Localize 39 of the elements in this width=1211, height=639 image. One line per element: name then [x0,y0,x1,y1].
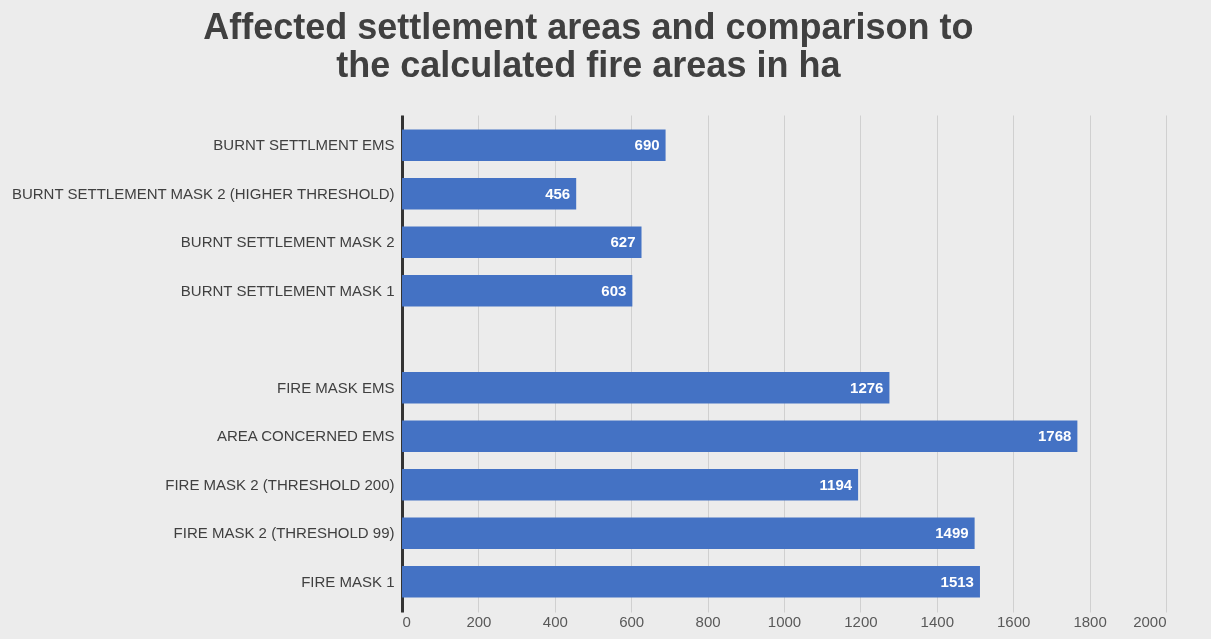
x-tick-label: 1000 [767,612,802,630]
bar [402,129,666,162]
x-tick-label: 400 [542,612,568,630]
y-tick-label: FIRE MASK 2 (THRESHOLD 99) [173,524,395,542]
bar [402,517,975,549]
y-tick-label: FIRE MASK 2 (THRESHOLD 200) [165,475,395,493]
y-tick-label: FIRE MASK 1 [301,572,395,590]
y-tick-label: BURNT SETTLEMENT MASK 2 (HIGHER THRESHOLD) [11,184,395,202]
x-tick-label: 800 [695,612,721,630]
bar [402,565,980,598]
x-tick-label: 600 [619,612,645,630]
data-label: 1768 [1038,427,1072,445]
data-label: 690 [634,136,660,154]
y-tick-label: BURNT SETTLMENT EMS [213,136,395,154]
x-tick-label: 1200 [844,612,878,630]
data-label: 1499 [935,524,969,542]
data-label: 1513 [940,572,974,590]
bar [402,371,890,404]
data-label: 1276 [850,378,884,396]
x-tick-label: 1800 [1073,612,1107,630]
bar [402,420,1078,452]
bar [402,468,859,501]
data-label: 603 [601,281,627,299]
x-tick-label: 1600 [997,612,1031,630]
data-label: 456 [545,184,571,202]
y-tick-label: BURNT SETTLEMENT MASK 1 [180,281,395,299]
y-tick-label: BURNT SETTLEMENT MASK 2 [180,233,395,251]
y-tick-label: FIRE MASK EMS [276,378,395,396]
bar [402,275,633,307]
data-label: 1194 [819,475,853,493]
x-tick-label: 200 [466,612,492,630]
x-tick-label: 2000 [1133,612,1167,630]
text: Affected settlement areas and comparison to [203,6,974,47]
x-tick-label: 0 [402,612,411,630]
bar [402,226,642,259]
bar [402,178,577,210]
x-tick-label: 1400 [920,612,954,630]
y-tick-label: AREA CONCERNED EMS [216,427,395,445]
data-label: 627 [610,233,636,251]
